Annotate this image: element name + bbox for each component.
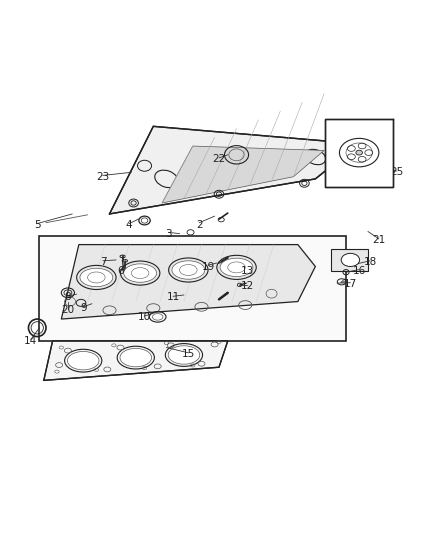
Text: 17: 17 (344, 279, 357, 289)
Ellipse shape (80, 268, 113, 287)
Text: 24: 24 (364, 146, 377, 156)
Ellipse shape (341, 253, 360, 266)
Polygon shape (110, 126, 359, 214)
Ellipse shape (168, 346, 200, 364)
Text: 9: 9 (80, 303, 87, 313)
Text: 10: 10 (138, 312, 151, 322)
Text: 4: 4 (126, 220, 133, 230)
Text: 2: 2 (196, 220, 203, 230)
Text: 19: 19 (201, 262, 215, 271)
Text: 11: 11 (166, 292, 180, 302)
Polygon shape (331, 249, 368, 271)
Text: 15: 15 (182, 349, 195, 359)
Ellipse shape (172, 261, 205, 279)
Polygon shape (61, 245, 315, 319)
Polygon shape (162, 146, 324, 203)
Ellipse shape (120, 349, 152, 367)
Text: 16: 16 (353, 266, 366, 276)
Text: 3: 3 (165, 229, 172, 239)
Text: 7: 7 (99, 257, 106, 267)
Text: 12: 12 (241, 281, 254, 291)
Ellipse shape (220, 258, 253, 277)
Text: 25: 25 (390, 167, 403, 177)
Text: 20: 20 (61, 305, 74, 316)
Ellipse shape (356, 150, 362, 155)
Text: 18: 18 (364, 257, 377, 267)
Text: 23: 23 (96, 172, 110, 182)
Ellipse shape (124, 264, 157, 282)
Text: 21: 21 (372, 235, 385, 245)
Text: 8: 8 (64, 292, 71, 302)
Text: 14: 14 (24, 336, 37, 346)
Ellipse shape (67, 351, 99, 370)
Bar (39, 236, 346, 341)
Text: 13: 13 (241, 266, 254, 276)
Polygon shape (44, 341, 228, 381)
Text: 6: 6 (117, 266, 124, 276)
Text: 22: 22 (212, 154, 226, 164)
Text: 5: 5 (34, 220, 41, 230)
Polygon shape (325, 118, 393, 187)
